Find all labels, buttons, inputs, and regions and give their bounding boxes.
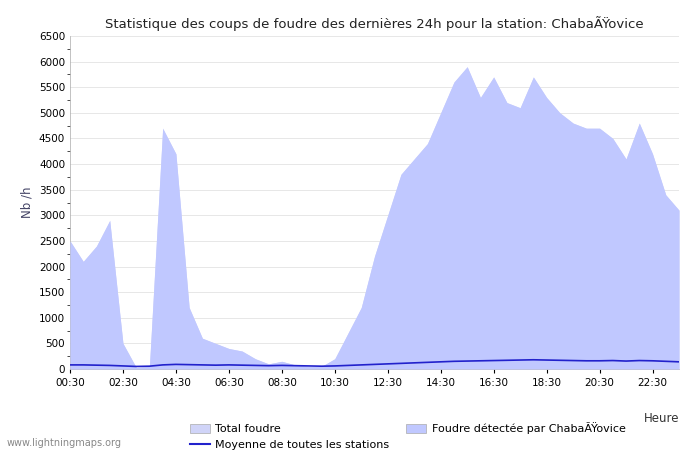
Legend: Total foudre, Moyenne de toutes les stations, Foudre détectée par ChabaÃŸovice: Total foudre, Moyenne de toutes les stat… [186, 418, 630, 450]
Y-axis label: Nb /h: Nb /h [20, 187, 34, 218]
Text: www.lightningmaps.org: www.lightningmaps.org [7, 438, 122, 448]
Text: Heure: Heure [643, 412, 679, 425]
Title: Statistique des coups de foudre des dernières 24h pour la station: ChabaÃŸovice: Statistique des coups de foudre des dern… [105, 16, 644, 31]
